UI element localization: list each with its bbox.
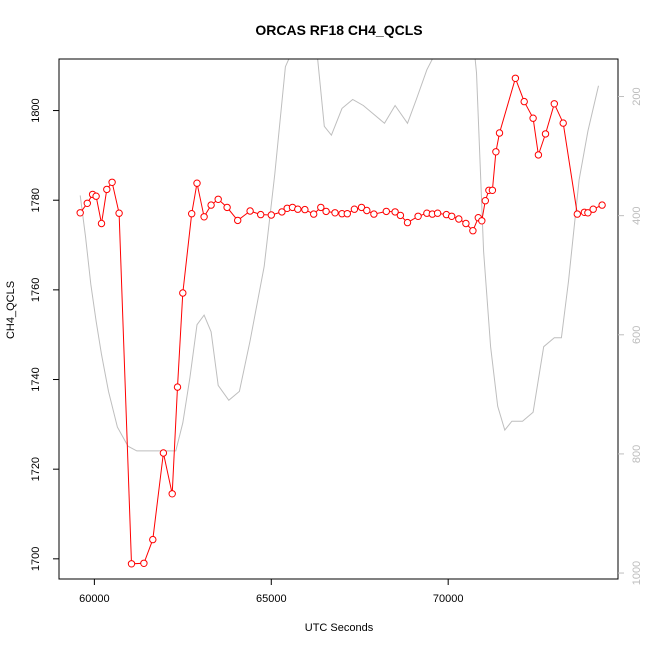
- data-point: [331, 209, 339, 217]
- data-point: [343, 210, 351, 218]
- data-point: [559, 119, 567, 127]
- y-tick-label: 1700: [30, 547, 42, 571]
- data-point: [200, 213, 208, 221]
- data-point: [310, 210, 318, 218]
- data-point: [108, 178, 116, 187]
- data-point: [188, 210, 196, 218]
- data-point: [294, 205, 302, 213]
- data-point: [278, 208, 286, 216]
- data-point: [214, 195, 222, 204]
- x-tick-label: 70000: [433, 593, 464, 605]
- data-point: [173, 383, 182, 391]
- y2-tick-label: 400: [631, 206, 643, 224]
- y-axis-label: CH4_QCLS: [5, 281, 17, 339]
- data-point: [448, 212, 456, 221]
- x-axis-label: UTC Seconds: [305, 622, 374, 634]
- data-point: [584, 209, 592, 217]
- data-point: [481, 197, 489, 205]
- data-point: [149, 535, 157, 544]
- data-point: [492, 148, 500, 156]
- data-point: [414, 212, 422, 221]
- data-point: [520, 97, 528, 106]
- data-point: [573, 210, 581, 218]
- data-point: [391, 208, 399, 216]
- data-point: [433, 209, 442, 217]
- data-point: [168, 490, 176, 498]
- data-point: [97, 219, 106, 228]
- y-tick-label: 1720: [30, 457, 42, 481]
- data-point: [246, 207, 254, 215]
- data-point: [363, 206, 371, 215]
- data-point: [495, 129, 504, 137]
- data-point: [478, 217, 486, 225]
- data-point: [76, 209, 84, 217]
- data-point: [179, 289, 187, 297]
- data-point: [541, 130, 550, 138]
- data-point: [127, 560, 136, 568]
- data-point: [382, 207, 390, 216]
- plot-frame: [58, 58, 619, 580]
- plot-area: 60000 65000 70000 1700 1720 1740 1760 1780 1800 2…: [30, 58, 643, 605]
- data-point: [403, 218, 412, 227]
- y2-tick-label: 800: [631, 445, 643, 463]
- data-point: [193, 179, 201, 187]
- y2-tick-label: 600: [631, 326, 643, 344]
- data-point: [92, 192, 100, 200]
- data-point: [83, 199, 92, 208]
- data-point: [223, 203, 231, 212]
- data-point: [234, 216, 242, 225]
- data-point: [455, 215, 463, 223]
- data-point: [469, 227, 477, 235]
- chart-title: ORCAS RF18 CH4_QCLS: [255, 22, 422, 38]
- data-point: [370, 210, 378, 218]
- data-point: [396, 211, 405, 220]
- data-point: [159, 449, 168, 457]
- data-point: [257, 210, 265, 219]
- data-point: [598, 201, 606, 209]
- y2-tick-label: 1000: [631, 561, 643, 585]
- data-point: [357, 203, 366, 212]
- data-point: [115, 209, 123, 217]
- y-tick-label: 1740: [30, 367, 42, 391]
- secondary-series-line: [79, 59, 599, 452]
- data-point: [529, 114, 537, 122]
- y-tick-label: 1780: [30, 188, 42, 212]
- data-point: [462, 219, 470, 228]
- data-point: [488, 186, 497, 195]
- data-point: [317, 203, 325, 212]
- data-point: [103, 185, 111, 194]
- y-tick-label: 1800: [30, 98, 42, 122]
- data-point: [589, 205, 597, 213]
- data-point: [350, 205, 359, 213]
- data-point: [550, 100, 558, 108]
- data-point: [267, 211, 275, 219]
- data-point: [511, 74, 520, 83]
- x-tick-label: 60000: [79, 593, 110, 605]
- y-tick-label: 1760: [30, 278, 42, 302]
- data-point: [534, 151, 543, 159]
- x-tick-label: 65000: [256, 593, 287, 605]
- primary-series-line: [79, 76, 603, 565]
- y2-tick-label: 200: [631, 87, 643, 105]
- data-point: [322, 207, 330, 216]
- data-point: [207, 201, 215, 209]
- data-point: [301, 205, 309, 214]
- data-point: [140, 559, 148, 567]
